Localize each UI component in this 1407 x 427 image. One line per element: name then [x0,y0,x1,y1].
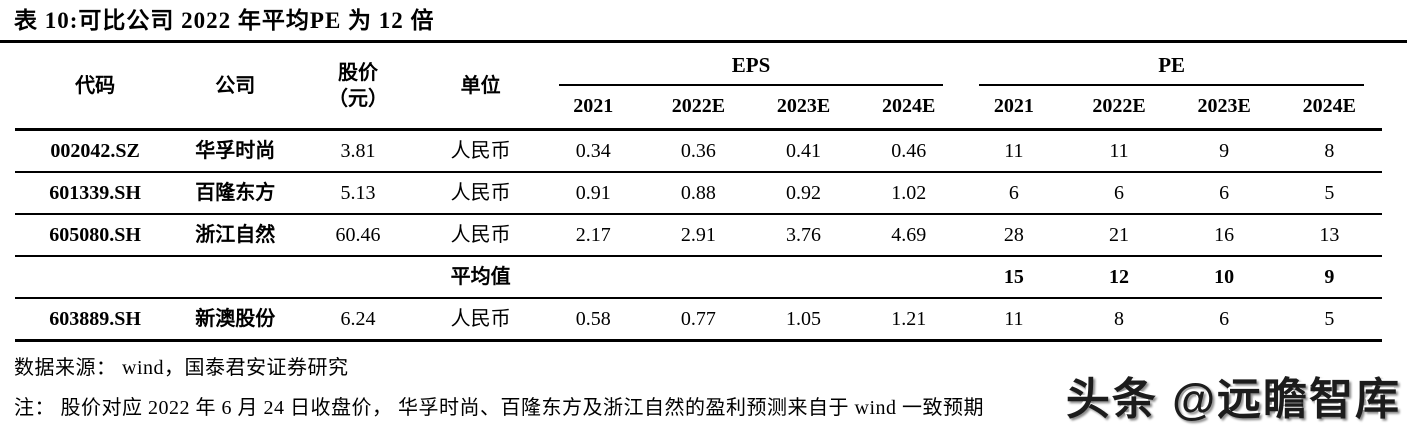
cell-pe: 5 [1324,182,1335,204]
cell-eps: 2.91 [680,224,716,246]
cell-eps: 0.34 [575,140,611,162]
cell-code: 603889.SH [49,308,141,330]
cell-pe: 13 [1319,224,1340,246]
cell-eps: 0.46 [891,140,927,162]
table-row: 605080.SH 浙江自然 60.46 人民币 2.17 2.91 3.76 … [15,214,1382,256]
cell-eps: 0.58 [575,308,611,330]
cell-eps: 0.41 [786,140,822,162]
cell-eps [541,256,646,298]
pe-year-header: 2024E [1302,95,1357,117]
cell-price: 60.46 [335,224,381,246]
eps-year-header: 2024E [882,95,936,117]
table-header: 代码 公司 股价 （元） 单位 EPS PE 2021 2022E 2023E … [15,43,1382,130]
cell-company: 浙江自然 [195,224,276,246]
cell-pe: 6 [1219,308,1230,330]
watermark: 头条 @远瞻智库 [1065,375,1401,424]
cell-eps: 4.69 [891,224,927,246]
col-header-price-line2: （元） [327,87,388,110]
cell-pe: 5 [1324,308,1335,330]
col-header-unit: 单位 [460,74,501,97]
col-header-code: 代码 [75,74,116,97]
cell-pe: 8 [1113,308,1124,330]
cell-eps: 1.05 [786,308,822,330]
eps-year-header: 2023E [776,95,831,117]
cell-pe: 6 [1113,182,1124,204]
eps-group-label: EPS [558,43,944,86]
cell-price [295,256,420,298]
cell-pe-average: 12 [1108,266,1129,288]
cell-company: 新澳股份 [195,308,276,330]
cell-pe: 11 [1004,308,1024,330]
footnote: 注： 股价对应 2022 年 6 月 24 日收盘价， 华孚时尚、百隆东方及浙江… [14,397,984,419]
cell-eps [646,256,751,298]
cell-price: 6.24 [340,308,376,330]
average-row: 平均值 15 12 10 9 [15,256,1382,298]
cell-eps: 2.17 [575,224,611,246]
cell-code [15,256,175,298]
cell-pe: 16 [1214,224,1235,246]
cell-pe-average: 10 [1214,266,1235,288]
cell-eps: 0.77 [680,308,716,330]
cell-eps [751,256,856,298]
cell-pe: 11 [1004,140,1024,162]
cell-pe: 6 [1219,182,1230,204]
col-header-price: 股价 （元） [295,43,420,130]
table-row: 601339.SH 百隆东方 5.13 人民币 0.91 0.88 0.92 1… [15,172,1382,214]
cell-eps [856,256,961,298]
cell-company [175,256,295,298]
pe-group-header: PE [961,43,1382,86]
cell-pe-average: 9 [1324,266,1335,288]
cell-eps: 0.92 [786,182,822,204]
eps-group-header: EPS [541,43,962,86]
col-header-company: 公司 [215,74,256,97]
eps-year-header: 2021 [573,95,614,117]
cell-eps: 3.76 [786,224,822,246]
table-row: 603889.SH 新澳股份 6.24 人民币 0.58 0.77 1.05 1… [15,298,1382,341]
pe-year-header: 2021 [993,95,1034,117]
average-label: 平均值 [450,266,511,288]
pe-group-label: PE [979,43,1364,86]
cell-pe: 28 [1003,224,1024,246]
table-title: 表 10:可比公司 2022 年平均PE 为 12 倍 [0,0,1407,43]
cell-pe-average: 15 [1003,266,1024,288]
cell-unit: 人民币 [450,140,511,162]
pe-year-header: 2023E [1197,95,1251,117]
cell-eps: 1.21 [891,308,927,330]
table-row: 002042.SZ 华孚时尚 3.81 人民币 0.34 0.36 0.41 0… [15,130,1382,173]
cell-eps: 0.88 [680,182,716,204]
cell-pe: 6 [1008,182,1019,204]
cell-eps: 1.02 [891,182,927,204]
cell-company: 百隆东方 [195,182,276,204]
cell-code: 601339.SH [49,182,141,204]
comparable-companies-table: 代码 公司 股价 （元） 单位 EPS PE 2021 2022E 2023E … [15,43,1382,342]
cell-pe: 9 [1219,140,1230,162]
cell-unit: 人民币 [450,224,511,246]
cell-price: 5.13 [340,182,376,204]
col-header-price-line1: 股价 [337,61,378,84]
data-source: 数据来源： wind，国泰君安证券研究 [14,357,349,379]
cell-eps: 0.91 [575,182,611,204]
cell-pe: 21 [1108,224,1129,246]
cell-eps: 0.36 [680,140,716,162]
cell-unit: 人民币 [450,182,511,204]
pe-year-header: 2022E [1092,95,1146,117]
cell-unit: 人民币 [450,308,511,330]
cell-price: 3.81 [340,140,376,162]
cell-pe: 11 [1109,140,1129,162]
cell-code: 002042.SZ [50,140,140,162]
eps-year-header: 2022E [671,95,726,117]
cell-pe: 8 [1324,140,1335,162]
cell-company: 华孚时尚 [195,140,276,162]
cell-code: 605080.SH [49,224,141,246]
